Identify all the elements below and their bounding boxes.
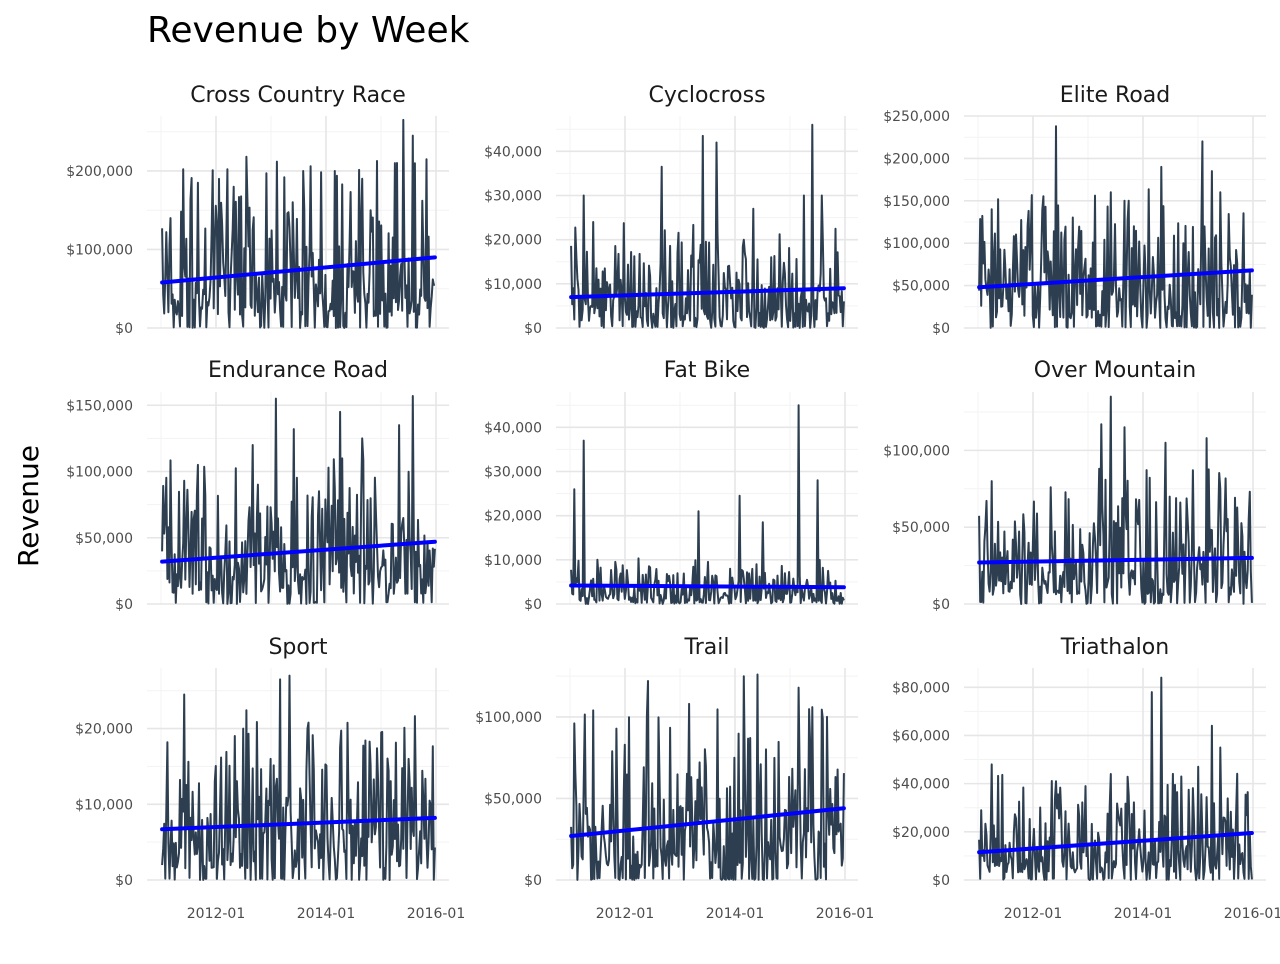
facet-title: Over Mountain: [1034, 358, 1196, 383]
y-tick-label: $40,000: [484, 420, 542, 436]
trend-line: [569, 583, 846, 590]
y-tick-label: $0: [524, 873, 542, 889]
y-tick-label: $150,000: [66, 398, 133, 414]
trend-line: [977, 831, 1254, 855]
facet-title: Cross Country Race: [190, 83, 406, 108]
facet-panel: $0 $10,000 $20,000 $30,000 $40,000 Cyclocross: [484, 83, 858, 337]
x-tick-label: 2012-01: [596, 906, 655, 922]
facet-title: Endurance Road: [208, 358, 388, 383]
facet-panel: $0 $10,000 $20,000 2012-01 2014-01 2016-01 Spo…: [75, 635, 465, 922]
trend-line: [160, 815, 437, 832]
facet-panel: $0 $50,000 $100,000 2012-01 2014-01 2016-01 Tr…: [475, 635, 874, 922]
y-tick-label: $0: [932, 597, 950, 613]
y-tick-label: $0: [115, 597, 133, 613]
revenue-line: [978, 125, 1253, 329]
facet-title: Sport: [268, 635, 327, 660]
revenue-line: [570, 404, 845, 605]
y-tick-label: $40,000: [484, 144, 542, 160]
trend-line: [977, 555, 1254, 565]
revenue-line: [570, 673, 845, 881]
y-tick-label: $100,000: [475, 710, 542, 726]
revenue-line: [161, 118, 435, 329]
trend-line: [160, 255, 437, 285]
y-tick-label: $200,000: [66, 164, 133, 180]
y-tick-label: $100,000: [883, 443, 950, 459]
y-tick-label: $100,000: [66, 465, 133, 481]
facet-title: Elite Road: [1060, 83, 1170, 108]
y-tick-label: $10,000: [484, 277, 542, 293]
revenue-line: [161, 674, 436, 881]
x-tick-label: 2016-01: [407, 906, 466, 922]
facet-panel: $0 $10,000 $20,000 $30,000 $40,000 Fat Bike: [484, 358, 858, 613]
revenue-line: [978, 395, 1253, 605]
y-axis-label: Revenue: [12, 445, 45, 567]
y-tick-label: $50,000: [892, 279, 950, 295]
y-tick-label: $40,000: [892, 777, 950, 793]
y-tick-label: $20,000: [484, 233, 542, 249]
y-tick-label: $20,000: [484, 509, 542, 525]
revenue-line: [161, 395, 436, 605]
y-tick-label: $0: [524, 321, 542, 337]
facet-title: Cyclocross: [648, 83, 765, 108]
chart-title: Revenue by Week: [147, 10, 470, 51]
y-tick-label: $0: [524, 597, 542, 613]
facet-title: Triathalon: [1060, 635, 1169, 660]
x-tick-label: 2014-01: [297, 906, 356, 922]
revenue-line: [570, 123, 845, 329]
x-tick-label: 2014-01: [706, 906, 765, 922]
facet-title: Trail: [684, 635, 730, 660]
facet-title: Fat Bike: [664, 358, 750, 383]
y-tick-label: $50,000: [75, 531, 133, 547]
y-tick-label: $20,000: [75, 722, 133, 738]
y-tick-label: $0: [932, 873, 950, 889]
trend-line: [977, 268, 1254, 290]
x-tick-label: 2012-01: [1004, 906, 1063, 922]
facet-panel: $0 $100,000 $200,000 Cross Country Race: [66, 83, 449, 337]
x-tick-label: 2014-01: [1114, 906, 1173, 922]
facet-grid: $0 $100,000 $200,000 Cross Country Race $0 $1…: [66, 83, 1280, 922]
y-tick-label: $10,000: [75, 797, 133, 813]
trend-line: [569, 806, 846, 838]
y-tick-label: $0: [115, 873, 133, 889]
y-tick-label: $20,000: [892, 825, 950, 841]
y-tick-label: $30,000: [484, 189, 542, 205]
y-tick-label: $10,000: [484, 553, 542, 569]
x-tick-label: 2016-01: [1224, 906, 1280, 922]
facet-panel: $0 $20,000 $40,000 $60,000 $80,000 2012-01 201…: [892, 635, 1280, 922]
y-tick-label: $150,000: [883, 194, 950, 210]
y-tick-label: $100,000: [883, 236, 950, 252]
trend-line: [569, 286, 846, 300]
y-tick-label: $50,000: [484, 791, 542, 807]
y-tick-label: $0: [932, 321, 950, 337]
x-tick-label: 2016-01: [816, 906, 875, 922]
revenue-line: [978, 676, 1253, 881]
facet-panel: $0 $50,000 $100,000 $150,000 $200,000 $250,00…: [883, 83, 1266, 337]
y-tick-label: $60,000: [892, 728, 950, 744]
facet-panel: $0 $50,000 $100,000 Over Mountain: [883, 358, 1266, 613]
y-tick-label: $30,000: [484, 465, 542, 481]
y-tick-label: $200,000: [883, 151, 950, 167]
y-tick-label: $0: [115, 321, 133, 337]
y-tick-label: $100,000: [66, 242, 133, 258]
y-tick-label: $250,000: [883, 109, 950, 125]
facet-panel: $0 $50,000 $100,000 $150,000 Endurance Road: [66, 358, 449, 613]
trend-line: [160, 539, 437, 564]
y-tick-label: $50,000: [892, 520, 950, 536]
y-tick-label: $80,000: [892, 680, 950, 696]
x-tick-label: 2012-01: [187, 906, 246, 922]
